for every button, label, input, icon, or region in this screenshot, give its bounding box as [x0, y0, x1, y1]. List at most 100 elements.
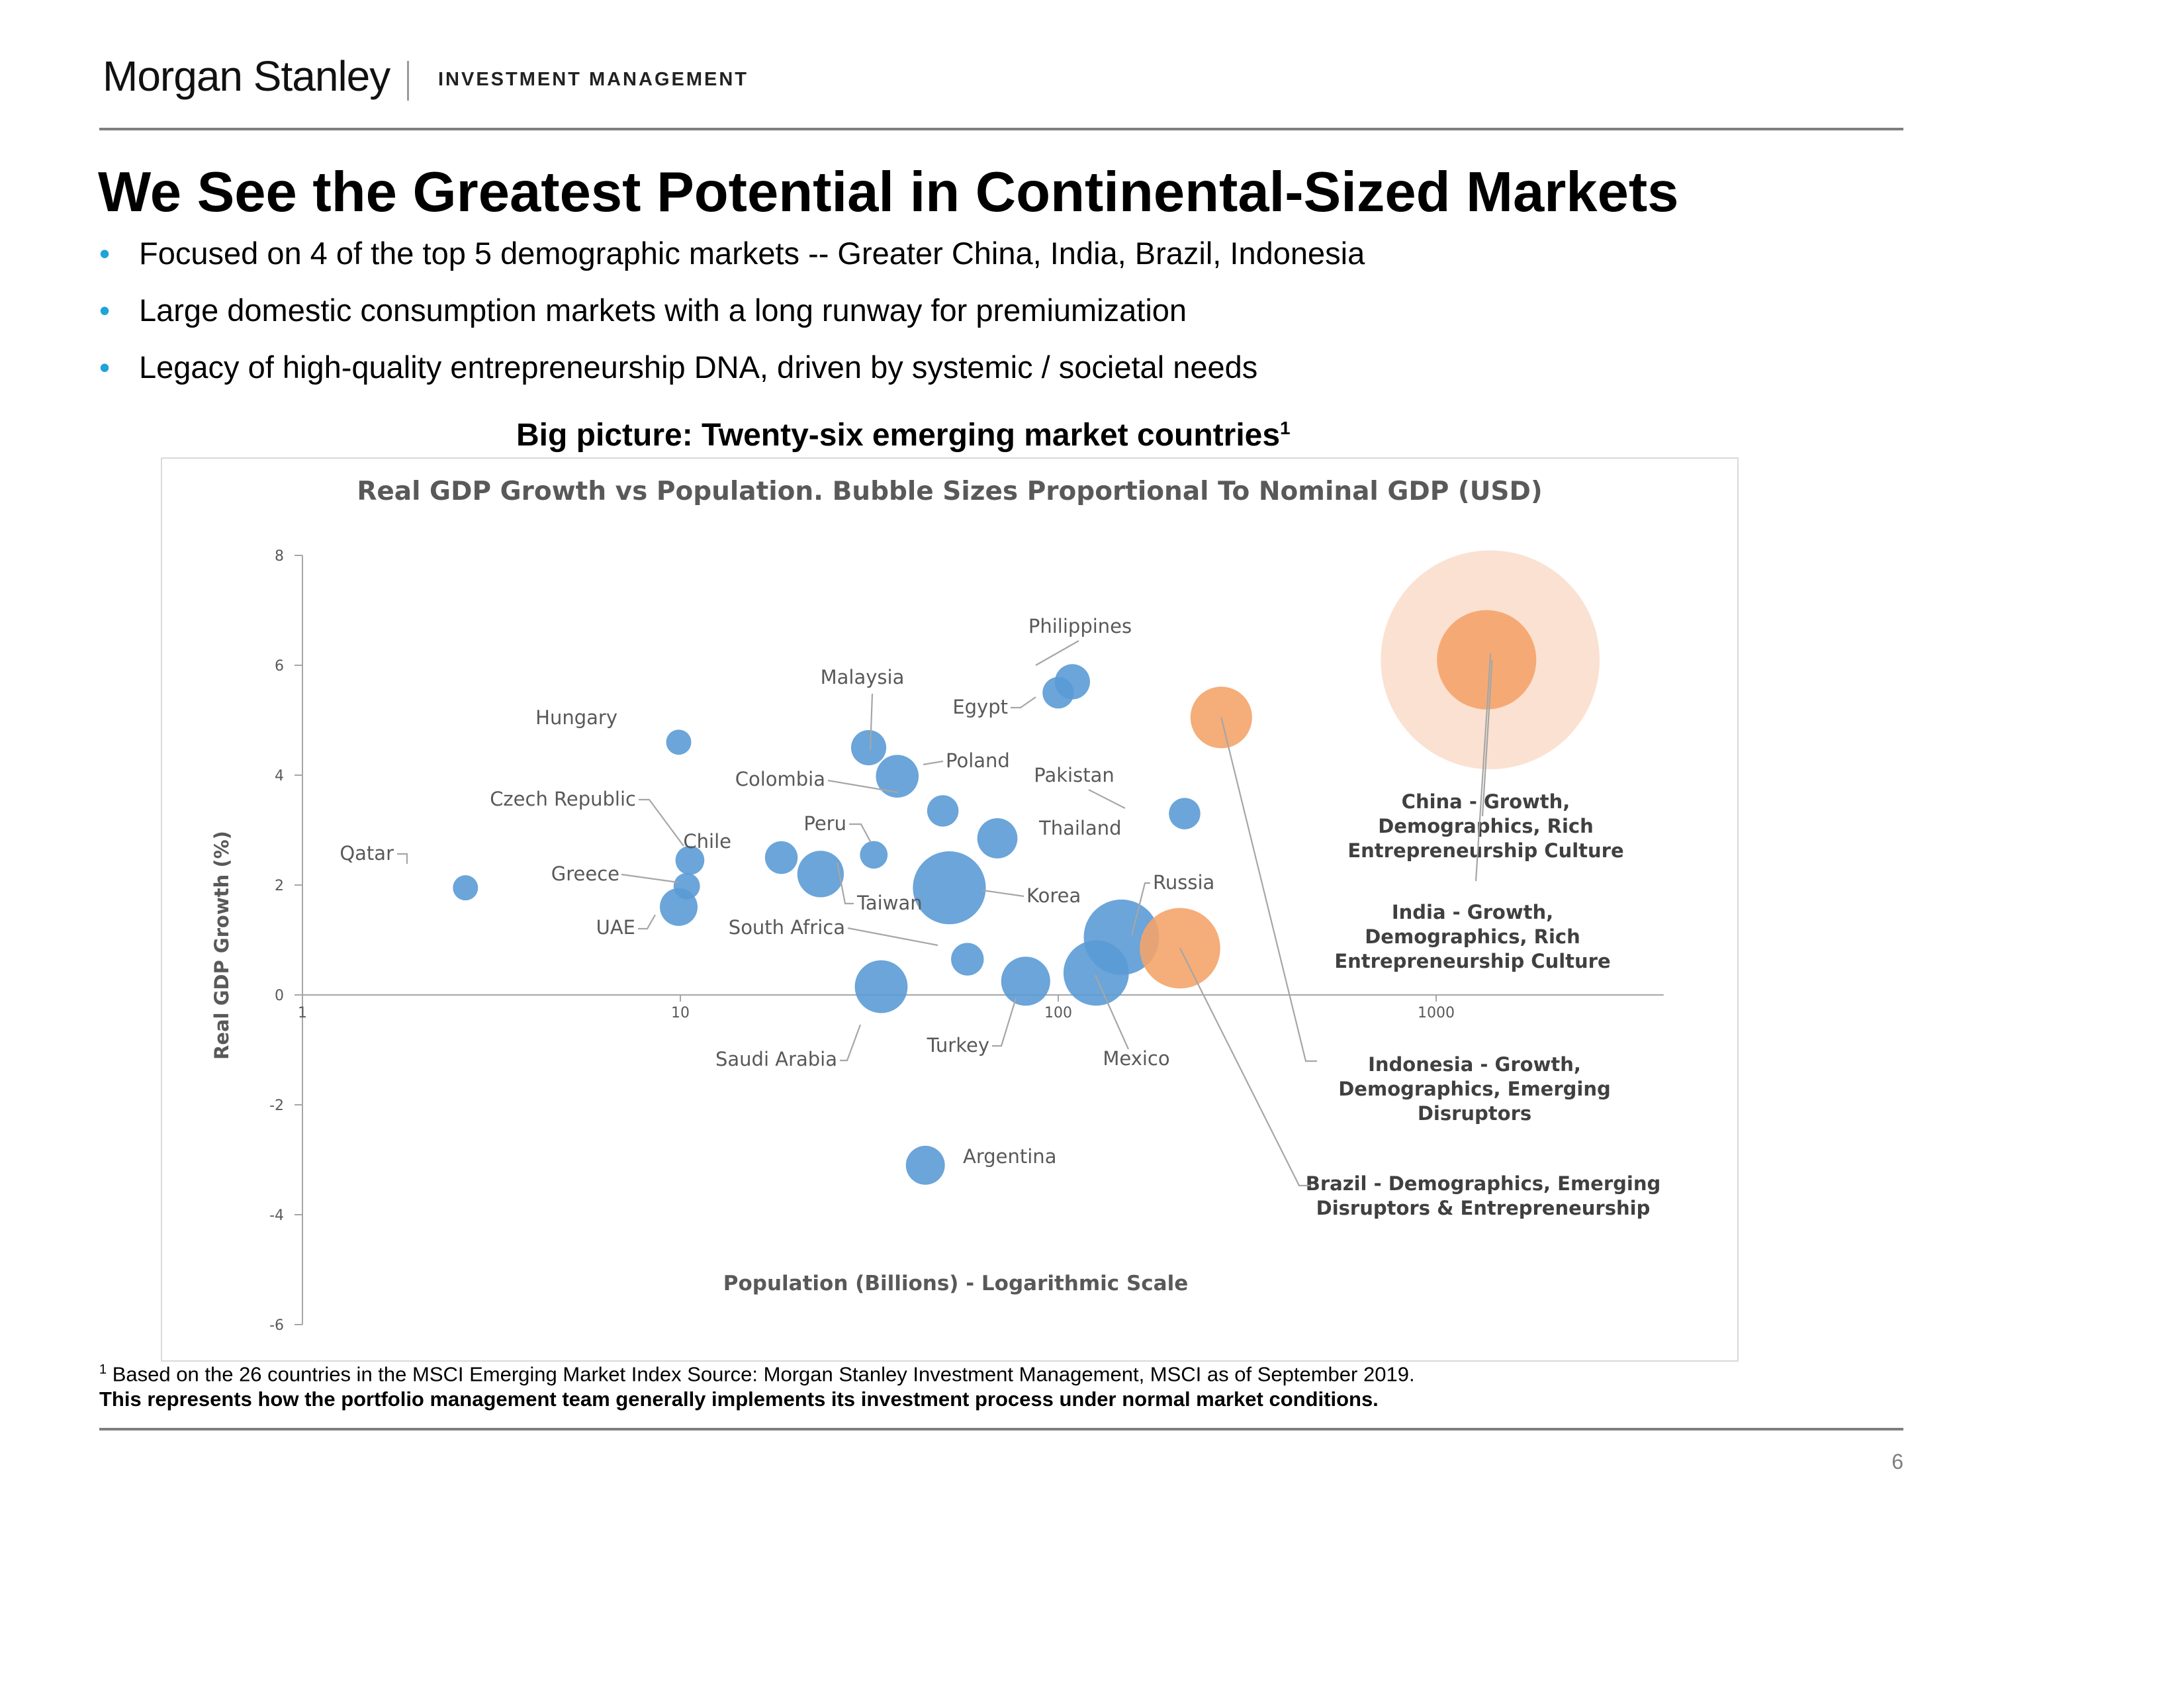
- leader-line: [639, 798, 684, 847]
- bullet-dot-icon: •: [99, 293, 111, 328]
- bubble-thailand: [977, 818, 1018, 859]
- leader-line: [849, 823, 872, 843]
- country-label: Korea: [1026, 884, 1081, 907]
- leader-line: [982, 889, 1024, 898]
- chart-heading: Big picture: Twenty-six emerging market …: [516, 417, 1291, 453]
- annotation-line: Demographics, Emerging: [1338, 1078, 1611, 1100]
- bubble-peru: [860, 841, 888, 869]
- country-label: Colombia: [735, 768, 825, 790]
- country-label: Thailand: [1038, 817, 1122, 839]
- country-label: Turkey: [927, 1034, 989, 1056]
- footnote-number: 1: [99, 1362, 107, 1377]
- bullet-text: Focused on 4 of the top 5 demographic ma…: [139, 236, 1365, 271]
- leader-line: [397, 853, 408, 864]
- country-label: Mexico: [1103, 1047, 1169, 1070]
- country-label: South Africa: [729, 916, 845, 939]
- leader-line: [638, 914, 656, 930]
- annotation-text: India - Growth, Demographics, Rich Entrepr…: [1334, 901, 1610, 972]
- page-title: We See the Greatest Potential in Contine…: [98, 161, 1679, 224]
- annotation-line: China - Growth,: [1402, 790, 1570, 813]
- y-tick-label: 6: [275, 658, 284, 675]
- x-axis-title: Population (Billions) - Logarithmic Scal…: [723, 1272, 1189, 1295]
- leader-line: [923, 760, 944, 766]
- brand-division: INVESTMENT MANAGEMENT: [438, 69, 749, 90]
- y-axis-title: Real GDP Growth (%): [210, 831, 233, 1060]
- country-label: Peru: [803, 812, 846, 835]
- annotation-line: India - Growth,: [1392, 901, 1553, 923]
- footnote-marker: 1: [1280, 418, 1291, 438]
- bubble-india: [1437, 610, 1537, 710]
- bubble-chart: Real GDP Growth vs Population. Bubble Si…: [210, 477, 1664, 1334]
- bubble-colombia: [927, 795, 959, 827]
- y-tick-label: 4: [275, 768, 284, 784]
- bubble-brazil: [1140, 908, 1220, 989]
- leader-line: [1130, 882, 1150, 936]
- bullet-list: • Focused on 4 of the top 5 demographic m…: [99, 232, 1365, 402]
- x-tick-label: 100: [1044, 1005, 1072, 1021]
- leader-line: [992, 998, 1017, 1047]
- header-rule: [99, 128, 1903, 130]
- footer-rule: [99, 1428, 1903, 1430]
- country-label: Czech Republic: [490, 788, 636, 810]
- leader-line: [1011, 696, 1036, 709]
- bullet-item: • Focused on 4 of the top 5 demographic m…: [99, 232, 1365, 289]
- bubble-saudi-arabia: [854, 960, 908, 1013]
- x-tick-label: 1: [298, 1005, 307, 1021]
- bubble-poland: [876, 755, 919, 798]
- leader-line: [840, 1024, 862, 1062]
- y-tick-label: -2: [269, 1098, 284, 1114]
- bullet-dot-icon: •: [99, 350, 111, 385]
- annotation-line: Entrepreneurship Culture: [1334, 950, 1610, 972]
- bubble-turkey: [1001, 957, 1050, 1006]
- country-label: Pakistan: [1034, 764, 1114, 786]
- y-tick-label: -6: [269, 1317, 284, 1334]
- country-label: Malaysia: [821, 666, 905, 688]
- brand-divider: [407, 61, 409, 101]
- annotation-text: China - Growth, Demographics, Rich Entrepr…: [1347, 790, 1623, 862]
- bullet-item: • Large domestic consumption markets with…: [99, 289, 1365, 346]
- bullet-dot-icon: •: [99, 236, 111, 271]
- annotation-line: Indonesia - Growth,: [1368, 1053, 1581, 1076]
- bubble-philippines: [1054, 664, 1090, 700]
- bubble-south-africa: [951, 943, 984, 976]
- annotation-line: Demographics, Rich: [1365, 925, 1580, 948]
- bubble-pakistan: [1169, 798, 1201, 829]
- leader-line: [1481, 659, 1493, 817]
- country-label: Poland: [946, 749, 1010, 772]
- x-tick-label: 1000: [1418, 1005, 1455, 1021]
- bubble-hungary: [666, 729, 692, 755]
- country-label: Argentina: [963, 1145, 1056, 1168]
- leader-line: [621, 873, 679, 884]
- bubble-czech-republic: [675, 845, 705, 875]
- chart-title: Real GDP Growth vs Population. Bubble Si…: [357, 477, 1542, 506]
- bubble-russia: [1083, 899, 1160, 975]
- bullet-text: Legacy of high-quality entrepreneurship …: [139, 350, 1258, 385]
- country-label: Taiwan: [856, 892, 923, 914]
- x-tick-label: 10: [671, 1005, 690, 1021]
- leader-line: [1088, 789, 1126, 809]
- leader-line: [1220, 717, 1317, 1062]
- bullet-text: Large domestic consumption markets with …: [139, 293, 1187, 328]
- chart-heading-text: Big picture: Twenty-six emerging market …: [516, 418, 1281, 453]
- country-label: Saudi Arabia: [715, 1048, 837, 1070]
- leader-line: [1475, 653, 1492, 882]
- bubble-uae: [660, 888, 698, 926]
- bullet-item: • Legacy of high-quality entrepreneurship…: [99, 346, 1365, 402]
- bubble-malaysia: [850, 729, 887, 766]
- country-label: Hungary: [535, 706, 617, 729]
- footnote: 1 Based on the 26 countries in the MSCI …: [99, 1362, 1415, 1386]
- country-label: Chile: [683, 830, 731, 853]
- country-label: Greece: [551, 863, 619, 885]
- country-label: Philippines: [1028, 615, 1132, 637]
- footnote-text: Based on the 26 countries in the MSCI Em…: [112, 1362, 1415, 1386]
- annotation-line: Brazil - Demographics, Emerging: [1306, 1172, 1661, 1195]
- y-tick-label: 8: [275, 548, 284, 565]
- brand-logo: Morgan Stanley: [103, 52, 390, 100]
- annotation-line: Disruptors: [1418, 1102, 1531, 1125]
- bubble-taiwan: [797, 851, 844, 898]
- leader-line: [869, 693, 874, 751]
- leader-line: [1094, 974, 1130, 1050]
- bubble-argentina: [905, 1145, 945, 1185]
- country-label: Russia: [1153, 871, 1214, 894]
- country-label: Qatar: [340, 842, 394, 865]
